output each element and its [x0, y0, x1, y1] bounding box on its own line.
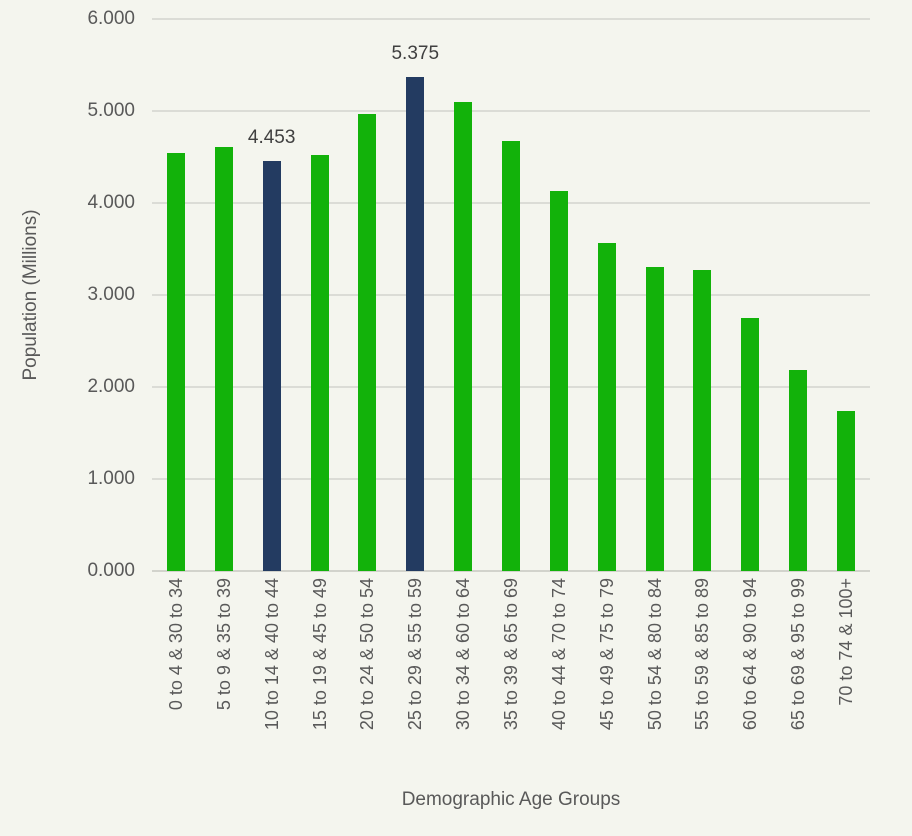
y-axis-tick-label: 5.000 — [87, 100, 135, 121]
bar — [454, 101, 473, 571]
bar — [645, 267, 664, 571]
x-axis-tick-label: 65 to 69 & 95 to 99 — [788, 578, 809, 731]
bar — [789, 370, 808, 571]
x-axis-line — [152, 570, 870, 572]
x-axis-title: Demographic Age Groups — [401, 789, 621, 810]
x-axis-tick-label: 40 to 44 & 70 to 74 — [548, 578, 569, 731]
x-axis-tick-label: 5 to 9 & 35 to 39 — [213, 578, 234, 711]
x-axis-tick-label: 55 to 59 & 85 to 89 — [692, 578, 713, 731]
gridline — [152, 110, 870, 112]
bar — [358, 113, 377, 571]
bar-highlighted — [406, 76, 425, 571]
x-axis-tick-label: 70 to 74 & 100+ — [836, 578, 857, 706]
bar-value-label: 4.453 — [247, 127, 296, 149]
x-axis-tick-label: 50 to 54 & 80 to 84 — [644, 578, 665, 731]
bar-highlighted — [262, 161, 281, 571]
x-axis-tick-label: 45 to 49 & 75 to 79 — [596, 578, 617, 731]
bar-value-label: 5.375 — [391, 42, 440, 64]
bar — [214, 146, 233, 571]
y-axis-tick-label: 6.000 — [87, 8, 135, 29]
y-axis-tick-label: 2.000 — [87, 376, 135, 397]
y-axis-tick-label: 1.000 — [87, 468, 135, 489]
bar — [502, 141, 520, 571]
bar — [310, 155, 329, 571]
x-axis-tick-label: 0 to 4 & 30 to 34 — [165, 578, 186, 711]
bar — [597, 242, 616, 571]
bar — [166, 153, 185, 571]
x-axis-tick-label: 30 to 34 & 60 to 64 — [453, 578, 474, 731]
gridline — [152, 18, 870, 20]
y-axis-tick-label: 4.000 — [87, 192, 135, 213]
bar — [693, 270, 712, 571]
x-axis-tick-label: 60 to 64 & 90 to 94 — [740, 578, 761, 731]
bar — [837, 410, 856, 571]
y-axis-tick-label: 0.000 — [87, 560, 135, 581]
x-axis-tick-label: 15 to 19 & 45 to 49 — [309, 578, 330, 731]
x-axis-tick-label: 10 to 14 & 40 to 44 — [261, 578, 282, 731]
x-axis-tick-label: 25 to 29 & 55 to 59 — [405, 578, 426, 731]
plot-area — [152, 18, 870, 572]
bar — [549, 191, 568, 571]
x-axis-tick-label: 35 to 39 & 65 to 69 — [501, 578, 521, 731]
y-axis-title: Population (Millions) — [20, 209, 41, 381]
y-axis-tick-label: 3.000 — [87, 284, 135, 305]
bar — [741, 318, 760, 571]
x-axis-tick-label: 20 to 24 & 50 to 54 — [357, 578, 378, 731]
